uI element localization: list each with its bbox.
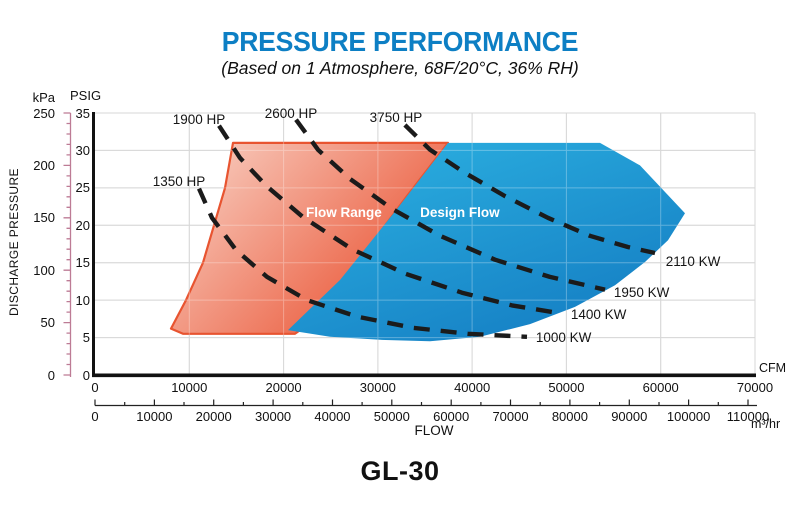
psig-tick-label: 35: [75, 105, 90, 121]
psig-tick-label: 30: [75, 142, 90, 158]
m3hr-tick-label: 90000: [611, 409, 648, 424]
m3hr-unit-label: m³/hr: [751, 417, 781, 431]
m3hr-tick-label: 0: [91, 409, 99, 424]
cfm-tick-label: 50000: [548, 380, 585, 395]
psig-unit-label: PSIG: [70, 88, 102, 103]
x-axis-title: FLOW: [414, 423, 454, 438]
kw-curve-label: 1400 KW: [570, 307, 627, 323]
psig-tick-label: 25: [75, 180, 90, 196]
region-label: Design Flow: [420, 205, 500, 221]
cfm-tick-label: 70000: [736, 380, 774, 395]
kw-curve-label: 1000 KW: [535, 330, 592, 346]
kpa-tick-label: 200: [33, 157, 55, 173]
hp-curve-label: 2600 HP: [264, 105, 318, 121]
hp-curve-label: 3750 HP: [369, 110, 423, 126]
hp-curve-label: 1350 HP: [152, 173, 206, 189]
model-label: GL-30: [360, 456, 440, 486]
cfm-tick-label: 10000: [171, 380, 208, 395]
psig-tick-label: 20: [75, 217, 90, 233]
m3hr-tick-label: 70000: [492, 409, 529, 424]
chart-title: PRESSURE PERFORMANCE: [221, 26, 579, 57]
m3hr-tick-label: 50000: [373, 409, 410, 424]
m3hr-tick-label: 30000: [255, 409, 292, 424]
cfm-unit-label: CFM: [759, 361, 787, 375]
cfm-tick-label: 30000: [359, 380, 396, 395]
region-label: Flow Range: [306, 205, 382, 221]
m3hr-tick-label: 20000: [195, 409, 232, 424]
kpa-tick-label: 150: [33, 210, 55, 226]
kpa-tick-label: 100: [33, 262, 55, 278]
chart-subtitle: (Based on 1 Atmosphere, 68F/20°C, 36% RH…: [221, 58, 579, 78]
psig-tick-label: 0: [82, 367, 90, 383]
m3hr-tick-label: 40000: [314, 409, 351, 424]
kpa-unit-label: kPa: [32, 90, 55, 105]
cfm-tick-label: 0: [91, 380, 99, 395]
hp-curve-label: 1900 HP: [172, 111, 226, 127]
cfm-tick-label: 20000: [265, 380, 302, 395]
psig-tick-label: 5: [82, 330, 90, 346]
psig-tick-label: 10: [75, 292, 90, 308]
m3hr-tick-label: 110000: [726, 409, 770, 424]
kpa-tick-label: 50: [40, 315, 55, 331]
y-axis-title: DISCHARGE PRESSURE: [7, 168, 21, 316]
cfm-tick-label: 40000: [454, 380, 491, 395]
m3hr-tick-label: 60000: [433, 409, 470, 424]
kw-curve-label: 1950 KW: [613, 284, 670, 300]
m3hr-tick-label: 10000: [136, 409, 173, 424]
kpa-tick-label: 250: [33, 105, 55, 121]
kw-curve-label: 2110 KW: [665, 253, 721, 269]
kpa-tick-label: 0: [47, 367, 55, 383]
psig-tick-label: 15: [75, 255, 90, 271]
m3hr-tick-label: 80000: [551, 409, 588, 424]
cfm-tick-label: 60000: [642, 380, 679, 395]
m3hr-tick-label: 100000: [666, 409, 711, 424]
